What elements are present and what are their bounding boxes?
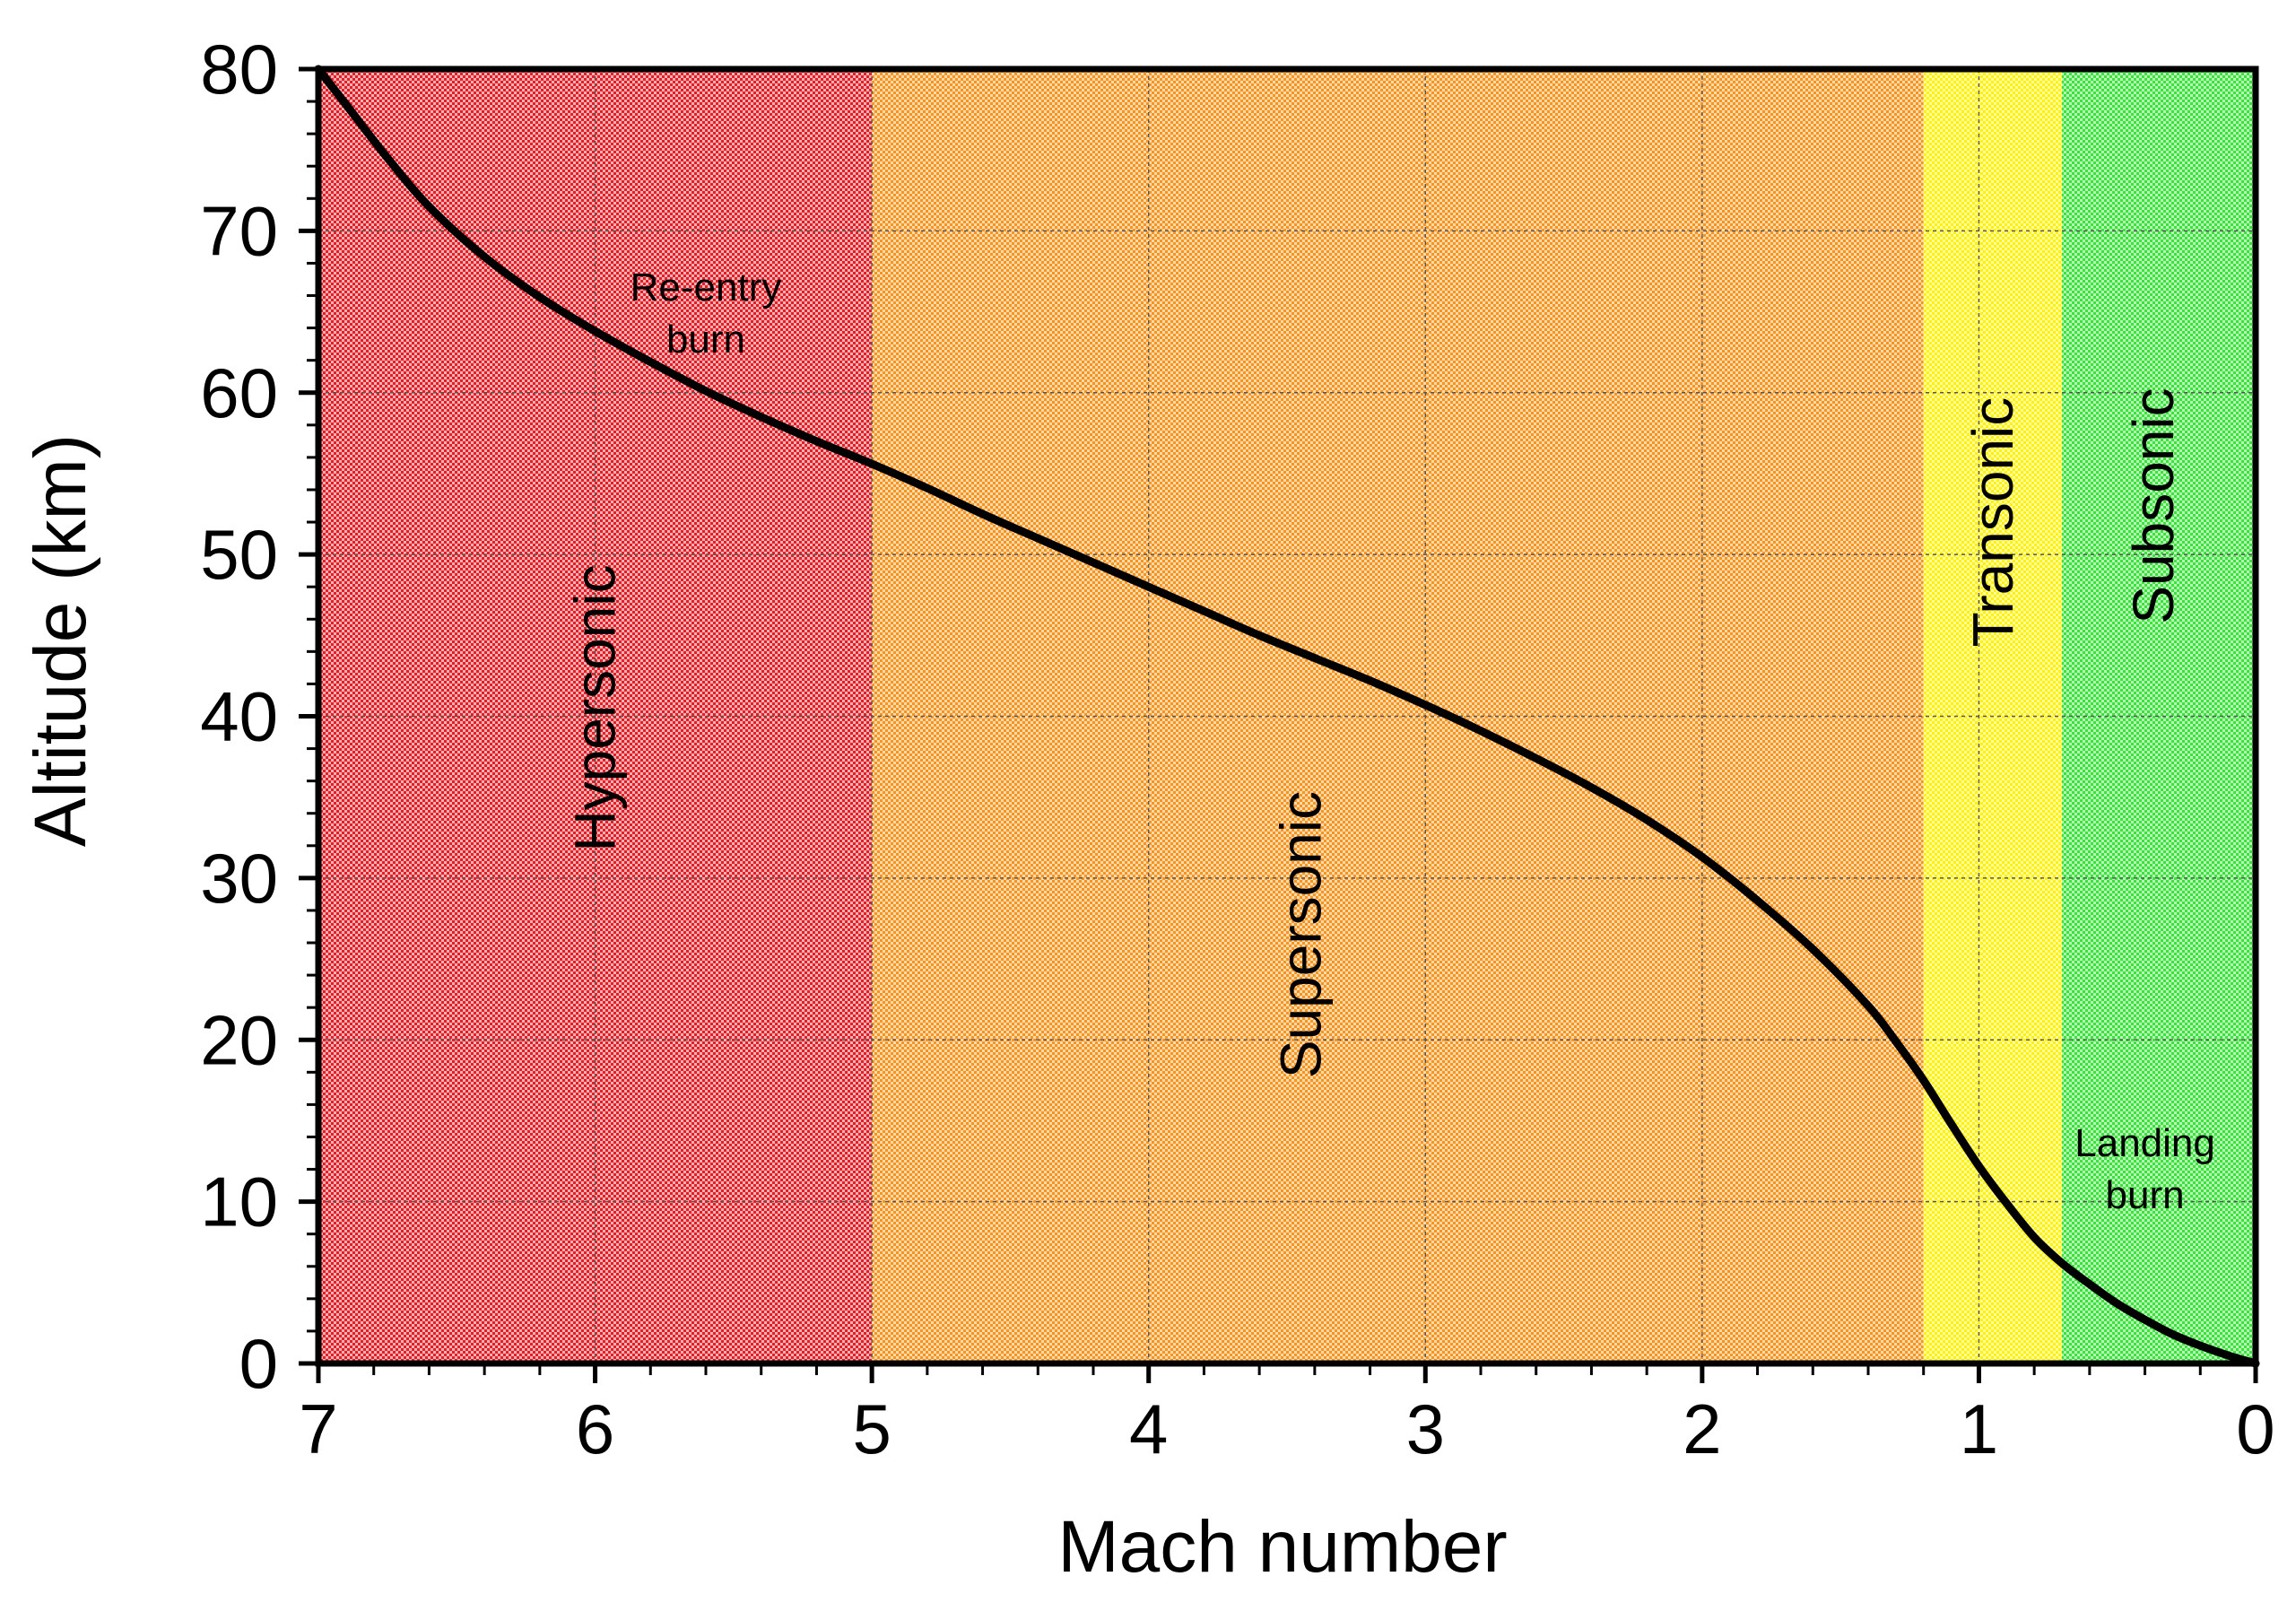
annotation-line: burn bbox=[2106, 1173, 2185, 1217]
region-label-supersonic: Supersonic bbox=[1268, 791, 1333, 1078]
x-tick-label: 3 bbox=[1406, 1389, 1445, 1468]
y-tick-label: 20 bbox=[200, 1000, 278, 1079]
y-axis-title: Altitude (km) bbox=[20, 434, 101, 847]
annotation-line: Landing bbox=[2074, 1121, 2215, 1165]
annotation-re-entry-burn: Re-entry burn bbox=[631, 266, 782, 361]
x-tick-label: 1 bbox=[1960, 1389, 1998, 1468]
annotation-layer: Re-entry burn Landing burn bbox=[631, 266, 2215, 1217]
y-tick-label: 40 bbox=[200, 677, 278, 756]
grid-layer bbox=[318, 69, 2256, 1363]
y-tick-label: 70 bbox=[200, 191, 278, 270]
x-tick-label: 7 bbox=[299, 1389, 337, 1468]
y-tick-label: 80 bbox=[200, 30, 278, 109]
x-tick-label: 5 bbox=[852, 1389, 891, 1468]
y-tick-label: 10 bbox=[200, 1163, 278, 1241]
y-tick-label: 60 bbox=[200, 353, 278, 432]
annotation-line: burn bbox=[666, 318, 745, 361]
annotation-line: Re-entry bbox=[631, 266, 782, 309]
region-label-hypersonic: Hypersonic bbox=[563, 564, 628, 851]
x-tick-label: 6 bbox=[576, 1389, 614, 1468]
region-labels-layer: Hypersonic Supersonic Transonic Subsonic bbox=[563, 388, 2186, 1078]
y-tick-label: 30 bbox=[200, 839, 278, 918]
annotation-landing-burn: Landing burn bbox=[2074, 1121, 2215, 1217]
region-label-subsonic: Subsonic bbox=[2121, 388, 2186, 623]
x-tick-label: 0 bbox=[2236, 1389, 2274, 1468]
x-tick-label: 4 bbox=[1129, 1389, 1168, 1468]
series-layer bbox=[314, 65, 2260, 1368]
x-tick-label: 2 bbox=[1683, 1389, 1721, 1468]
y-tick-label: 50 bbox=[200, 515, 278, 594]
x-axis-title: Mach number bbox=[1057, 1506, 1507, 1588]
y-tick-label: 0 bbox=[239, 1324, 278, 1403]
region-label-transonic: Transonic bbox=[1961, 397, 2025, 648]
series-line-0 bbox=[314, 65, 2260, 1368]
